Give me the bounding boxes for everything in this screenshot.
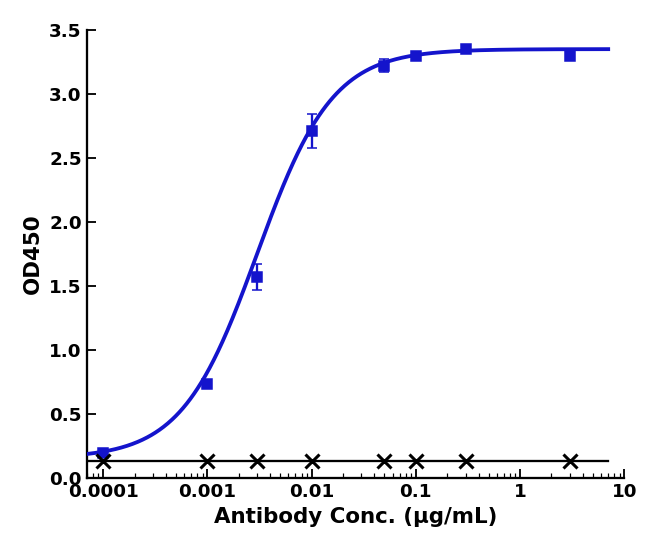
X-axis label: Antibody Conc. (μg/mL): Antibody Conc. (μg/mL) <box>214 507 498 527</box>
Y-axis label: OD450: OD450 <box>23 213 43 294</box>
